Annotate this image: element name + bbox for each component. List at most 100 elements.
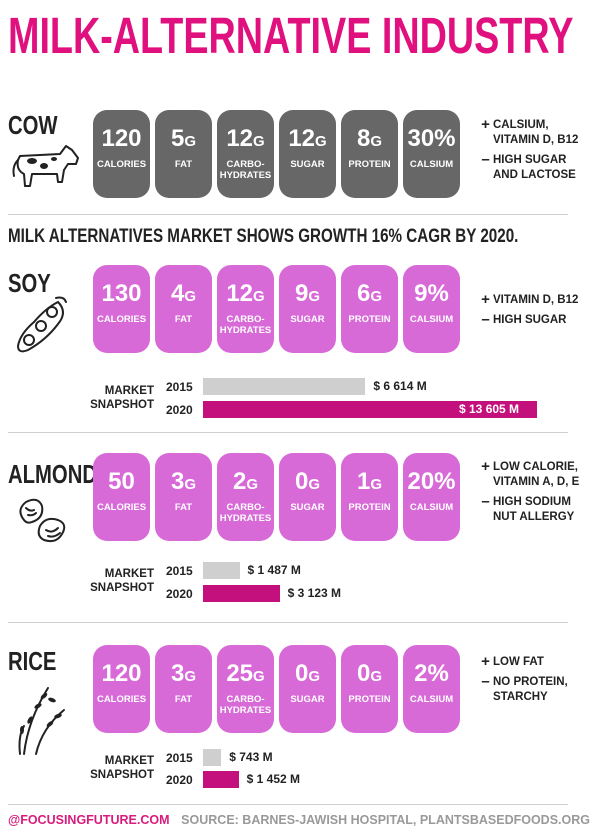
stat-tile-sugar: 9G SUGAR [279, 265, 336, 353]
stat-value: 9% [414, 280, 449, 307]
stat-unit: G [184, 476, 197, 493]
year-2020: 2020 [166, 587, 193, 601]
stat-value: 120 [101, 125, 142, 152]
bar-2020 [203, 771, 239, 788]
stat-tile-fat: 3G FAT [155, 645, 212, 733]
stat-tile-fat: 5G FAT [155, 110, 212, 198]
pros-text: LOW FAT [493, 656, 544, 668]
divider [8, 804, 568, 805]
notes-almond: + LOW CALORIE, VITAMIN A, D, E – HIGH SODI… [478, 458, 593, 530]
rice-icon [18, 687, 65, 755]
stat-unit: G [370, 133, 383, 150]
bar-value-2015: $ 6 614 M [373, 379, 427, 393]
bar-value-2015: $ 1 487 M [247, 563, 301, 577]
stat-label: CALORIES [96, 694, 147, 705]
stat-unit: G [308, 668, 321, 685]
pros-text: VITAMIN D, B12 [493, 294, 579, 306]
stat-value: 130 [101, 280, 142, 307]
stat-value: 12 [226, 125, 254, 152]
stat-label: CALSIUM [409, 694, 454, 705]
section-name-rice: RICE [8, 646, 57, 676]
stat-unit: G [184, 288, 197, 305]
stat-tile-carbohydrates: 12G CARBO- HYDRATES [217, 265, 274, 353]
cons-text: NO PROTEIN, STARCHY [493, 676, 568, 703]
pros-text: LOW CALORIE, VITAMIN A, D, E [493, 461, 580, 488]
stat-tile-protein: 8G PROTEIN [341, 110, 398, 198]
stat-tile-carbohydrates: 2G CARBO- HYDRATES [217, 453, 274, 541]
stat-unit: G [370, 476, 383, 493]
stat-value: 2 [232, 468, 247, 495]
stat-label: CARBO- HYDRATES [219, 314, 272, 336]
bar-2015 [203, 562, 240, 579]
stat-tile-calories: 120 CALORIES [93, 645, 150, 733]
stat-tile-fat: 3G FAT [155, 453, 212, 541]
stat-label: FAT [174, 502, 193, 513]
minus-icon: – [481, 311, 490, 328]
footer-handle[interactable]: @FOCUSINGFUTURE.COM [8, 813, 170, 827]
section-name-almond: ALMOND [8, 459, 97, 489]
stat-label: CALORIES [96, 502, 147, 513]
plus-icon: + [481, 291, 490, 308]
stat-value: 6 [356, 280, 371, 307]
divider [8, 622, 568, 623]
plus-icon: + [481, 458, 490, 475]
stat-value: 20% [407, 468, 456, 495]
notes-soy: + VITAMIN D, B12 – HIGH SUGAR [478, 291, 593, 333]
stat-value: 1 [356, 468, 371, 495]
year-2020: 2020 [166, 773, 193, 787]
soybean-icon [16, 296, 67, 353]
stat-label: SUGAR [290, 159, 325, 170]
stat-label: SUGAR [290, 694, 325, 705]
stat-value: 2% [414, 660, 449, 687]
market-snapshot-label: MARKET SNAPSHOT [90, 568, 154, 594]
plus-icon: + [481, 116, 490, 133]
stat-tile-carbohydrates: 12G CARBO- HYDRATES [217, 110, 274, 198]
stat-unit: G [253, 288, 265, 305]
stat-label: CALSIUM [409, 502, 454, 513]
section-name-cow: COW [8, 110, 58, 140]
stat-value: 30% [407, 125, 456, 152]
market-snapshot-label: MARKET SNAPSHOT [90, 755, 154, 781]
footer-source: SOURCE: BARNES-JAWISH HOSPITAL, PLANTSBA… [181, 813, 590, 827]
divider [8, 214, 568, 215]
growth-headline: MILK ALTERNATIVES MARKET SHOWS GROWTH 16… [8, 226, 519, 247]
bar-2015 [203, 378, 366, 395]
divider [8, 432, 568, 433]
stat-unit: G [308, 288, 321, 305]
stat-label: PROTEIN [348, 694, 391, 705]
stat-tile-calsium: 20% CALSIUM [403, 453, 460, 541]
year-2015: 2015 [166, 380, 193, 394]
market-snapshot-label: MARKET SNAPSHOT [90, 385, 154, 411]
stat-value: 25 [226, 660, 254, 687]
stat-value: 9 [294, 280, 309, 307]
stat-label: PROTEIN [348, 159, 391, 170]
stat-unit: G [370, 668, 383, 685]
notes-rice: + LOW FAT – NO PROTEIN, STARCHY [478, 654, 593, 710]
stat-value: 3 [170, 660, 185, 687]
pros-text: CALSIUM, VITAMIN D, B12 [493, 119, 579, 146]
stat-tile-fat: 4G FAT [155, 265, 212, 353]
stat-tile-calsium: 9% CALSIUM [403, 265, 460, 353]
stat-value: 4 [170, 280, 185, 307]
year-2015: 2015 [166, 751, 193, 765]
year-2015: 2015 [166, 564, 193, 578]
stat-value: 0 [294, 468, 309, 495]
bar-2020 [203, 401, 537, 418]
stat-unit: G [308, 476, 321, 493]
stat-label: CALSIUM [409, 159, 454, 170]
stat-tile-protein: 6G PROTEIN [341, 265, 398, 353]
stat-tile-calsium: 30% CALSIUM [403, 110, 460, 198]
stat-unit: G [370, 288, 383, 305]
stat-tile-protein: 1G PROTEIN [341, 453, 398, 541]
stat-value: 120 [101, 660, 142, 687]
stat-value: 3 [170, 468, 185, 495]
minus-icon: – [481, 151, 490, 168]
stat-tile-carbohydrates: 25G CARBO- HYDRATES [217, 645, 274, 733]
stat-value: 12 [226, 280, 254, 307]
cons-text: HIGH SODIUM NUT ALLERGY [493, 496, 575, 523]
stat-label: CARBO- HYDRATES [219, 694, 272, 716]
page-title: MILK-ALTERNATIVE INDUSTRY [8, 7, 574, 64]
stat-label: CALSIUM [409, 314, 454, 325]
stat-label: SUGAR [290, 502, 325, 513]
stat-tile-calories: 120 CALORIES [93, 110, 150, 198]
